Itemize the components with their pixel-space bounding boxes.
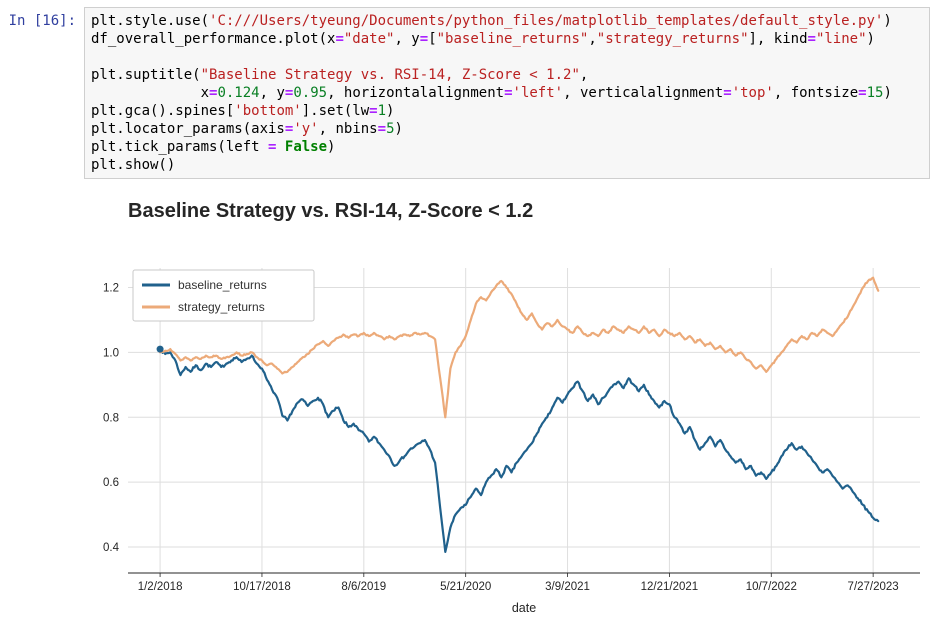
code-token: ) xyxy=(327,139,336,155)
code-line: plt.locator_params(axis='y', nbins=5) xyxy=(91,120,923,138)
cell-prompt: In [16]: xyxy=(8,13,76,29)
code-token: "date" xyxy=(343,31,395,47)
code-token: 'y' xyxy=(293,121,319,137)
series-layer xyxy=(156,276,880,553)
x-tick-label: 1/2/2018 xyxy=(138,581,183,593)
code-token: , y xyxy=(259,85,285,101)
code-line xyxy=(91,48,923,66)
legend: baseline_returns strategy_returns xyxy=(132,269,315,322)
code-token: = xyxy=(858,85,867,101)
x-tick-label: 3/9/2021 xyxy=(545,581,590,593)
code-token: plt.style.use( xyxy=(91,13,210,29)
series-line-baseline_returns xyxy=(159,348,880,553)
code-token: "baseline_returns" xyxy=(436,31,589,47)
code-token: plt.tick_params(left xyxy=(91,139,269,155)
code-token: [ xyxy=(428,31,437,47)
code-token: = xyxy=(723,85,732,101)
code-token: 15 xyxy=(866,85,884,101)
code-token: "line" xyxy=(815,31,867,47)
code-token: 'top' xyxy=(731,85,774,101)
code-token: ) xyxy=(883,85,892,101)
y-tick-label: 1.2 xyxy=(103,282,119,294)
code-line: x=0.124, y=0.95, horizontalalignment='le… xyxy=(91,84,923,102)
code-token: 1 xyxy=(377,103,387,119)
code-token: plt.show() xyxy=(91,157,176,173)
code-line: plt.suptitle("Baseline Strategy vs. RSI-… xyxy=(91,66,923,84)
code-token: = xyxy=(284,85,294,101)
code-token: = xyxy=(284,121,294,137)
code-token: "strategy_returns" xyxy=(596,31,749,47)
code-line: df_overall_performance.plot(x="date", y=… xyxy=(91,30,923,48)
x-tick-label: 10/7/2022 xyxy=(746,581,797,593)
code-token: ].set(lw xyxy=(301,103,370,119)
code-cell: In [16]: plt.style.use('C:///Users/tyeun… xyxy=(0,0,934,183)
code-line: plt.style.use('C:///Users/tyeung/Documen… xyxy=(91,12,923,30)
code-token: , verticalalignment xyxy=(563,85,724,101)
code-token: , nbins xyxy=(318,121,378,137)
code-token: = xyxy=(807,31,816,47)
code-token: , xyxy=(588,31,597,47)
output-chart: 1/2/2018 10/17/2018 8/6/2019 5/21/2020 3/9/2… xyxy=(103,200,920,615)
legend-label-baseline: baseline_returns xyxy=(178,278,267,292)
x-tick-label: 7/27/2023 xyxy=(848,581,899,593)
x-tick-label: 12/21/2021 xyxy=(641,581,699,593)
y-tick-label: 0.4 xyxy=(103,542,120,554)
code-token: ) xyxy=(386,103,395,119)
code-token: = xyxy=(419,31,429,47)
y-tick-label: 0.8 xyxy=(103,412,119,424)
code-token: , y xyxy=(394,31,420,47)
code-token: df_overall_performance.plot(x xyxy=(91,31,336,47)
code-line: plt.tick_params(left = False) xyxy=(91,138,923,156)
code-token: 'bottom' xyxy=(234,103,302,119)
code-token: = xyxy=(209,85,218,101)
y-tick-layer: 0.4 0.6 0.8 1.0 1.2 xyxy=(103,282,120,554)
code-token: = xyxy=(369,103,378,119)
series-line-strategy_returns xyxy=(159,276,880,419)
code-token: 'C:///Users/tyeung/Documents/python_file… xyxy=(209,13,884,29)
y-tick-label: 1.0 xyxy=(103,347,119,359)
code-input-area[interactable]: plt.style.use('C:///Users/tyeung/Documen… xyxy=(84,7,930,179)
code-token: "Baseline Strategy vs. RSI-14, Z-Score <… xyxy=(200,67,580,83)
code-token: ) xyxy=(866,31,875,47)
y-tick-label: 0.6 xyxy=(103,477,119,489)
x-tick-label: 5/21/2020 xyxy=(440,581,491,593)
code-line: plt.show() xyxy=(91,156,923,174)
code-token: plt.suptitle( xyxy=(91,67,201,83)
chart-title: Baseline Strategy vs. RSI-14, Z-Score < … xyxy=(128,200,533,222)
code-token: 0.124 xyxy=(217,85,260,101)
code-token: = xyxy=(268,139,277,155)
code-token: ) xyxy=(883,13,892,29)
code-token: plt.gca().spines[ xyxy=(91,103,235,119)
code-token: plt.locator_params(axis xyxy=(91,121,285,137)
x-tick-label: 8/6/2019 xyxy=(341,581,386,593)
code-token: 'left' xyxy=(512,85,564,101)
code-token: = xyxy=(335,31,344,47)
code-token xyxy=(276,139,284,155)
code-token: , xyxy=(579,67,589,83)
code-lines: plt.style.use('C:///Users/tyeung/Documen… xyxy=(91,12,923,174)
x-axis-label: date xyxy=(512,601,536,615)
code-token: ) xyxy=(394,121,403,137)
cell-output: 1/2/2018 10/17/2018 8/6/2019 5/21/2020 3/9/2… xyxy=(0,183,934,633)
code-token: = xyxy=(504,85,513,101)
legend-box xyxy=(132,269,315,322)
code-token: ], kind xyxy=(748,31,808,47)
code-token: x xyxy=(91,85,210,101)
x-tick-layer: 1/2/2018 10/17/2018 8/6/2019 5/21/2020 3/9/2… xyxy=(138,573,899,593)
code-line: plt.gca().spines['bottom'].set(lw=1) xyxy=(91,102,923,120)
code-token: False xyxy=(284,139,328,155)
code-token: , horizontalalignment xyxy=(327,85,505,101)
series-start-marker xyxy=(156,345,164,353)
code-token: 0.95 xyxy=(293,85,328,101)
x-tick-label: 10/17/2018 xyxy=(233,581,291,593)
legend-label-strategy: strategy_returns xyxy=(178,300,265,314)
code-token: , fontsize xyxy=(773,85,859,101)
code-token: 5 xyxy=(386,121,395,137)
code-token: = xyxy=(377,121,387,137)
